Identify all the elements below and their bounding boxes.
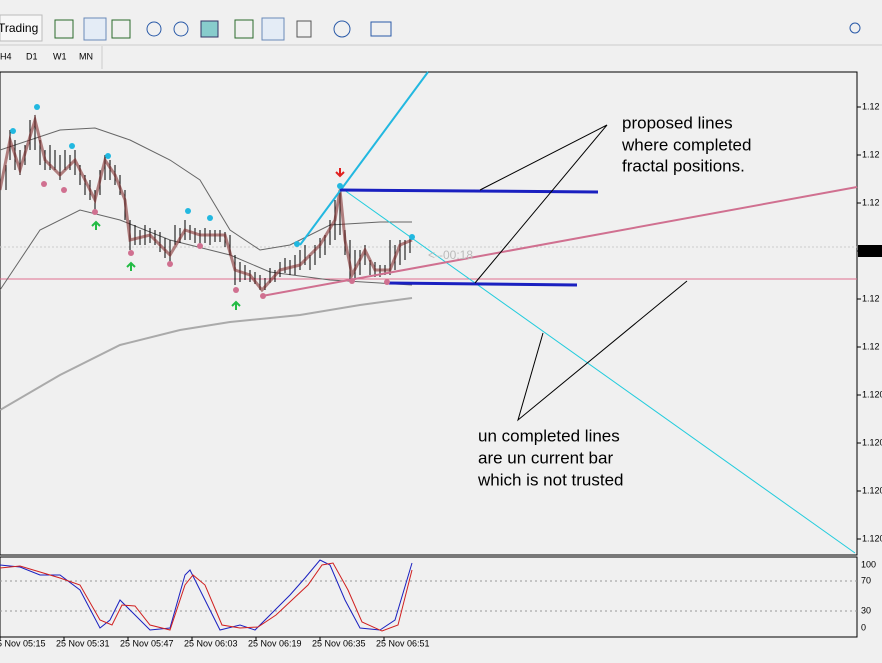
timeframe[interactable]: MN — [79, 51, 93, 61]
stochastic-signal — [0, 562, 413, 632]
search-button[interactable] — [849, 22, 861, 34]
annotation: fractal positions. — [622, 156, 745, 175]
timeframe[interactable]: H4 — [0, 51, 12, 61]
time-label: 25 Nov 05:15 — [0, 638, 46, 648]
pointer — [517, 280, 688, 422]
osc-label: 70 — [861, 575, 871, 585]
fractal-dot — [233, 287, 239, 293]
indicator-button[interactable] — [296, 20, 312, 38]
timeframe[interactable]: W1 — [53, 51, 67, 61]
fractal-dot — [294, 241, 300, 247]
period-button[interactable] — [333, 20, 351, 38]
annotation: proposed lines — [622, 113, 733, 132]
toolbar-icons — [54, 17, 861, 41]
tool-button[interactable] — [54, 19, 74, 39]
price-label: 1.120 — [862, 437, 882, 447]
fractal-dot — [69, 143, 75, 149]
profile-label: Trading — [0, 21, 38, 35]
price-label: 1.12 — [862, 149, 880, 159]
price-chart — [0, 71, 858, 556]
osc-label: 100 — [861, 559, 876, 569]
price-label: 1.120 — [862, 485, 882, 495]
price-label: 1.12 — [862, 341, 880, 351]
zoom-out[interactable] — [173, 21, 189, 37]
annotation-pointers — [474, 124, 688, 422]
fractal-dot — [337, 183, 343, 189]
oscillator-panel — [0, 556, 858, 638]
tool-button[interactable] — [261, 17, 285, 41]
price-label: 1.12 — [862, 197, 880, 207]
arrow — [91, 220, 101, 230]
fractal-dot — [10, 128, 16, 134]
tool-button[interactable] — [83, 17, 107, 41]
time-label: 25 Nov 06:51 — [376, 638, 430, 648]
fractal-dot — [92, 209, 98, 215]
fractal-dot — [105, 153, 111, 159]
tile-button[interactable] — [200, 20, 219, 38]
down-fractals — [41, 181, 390, 299]
pointer — [474, 124, 608, 284]
proposed-line — [339, 188, 599, 194]
envelope-upper — [0, 127, 412, 251]
fractal-dot — [41, 181, 47, 187]
osc-label: 30 — [861, 605, 871, 615]
sell-arrow — [335, 168, 345, 178]
price-label: 1.12 — [862, 293, 880, 303]
fractal-dot — [260, 293, 266, 299]
time-label: 25 Nov 06:19 — [248, 638, 302, 648]
time-label: 25 Nov 06:03 — [184, 638, 238, 648]
time-label: 25 Nov 06:35 — [312, 638, 366, 648]
annotation: are un current bar — [478, 448, 613, 467]
zoom-in[interactable] — [146, 21, 162, 37]
fractal-dot — [409, 234, 415, 240]
fractal-dot — [185, 208, 191, 214]
bar-countdown: <--00:18 — [428, 248, 473, 262]
stochastic-main — [0, 559, 413, 631]
arrow — [126, 261, 136, 271]
fractal-dot — [34, 104, 40, 110]
osc-label: 0 — [861, 622, 866, 632]
fractal-dot — [349, 278, 355, 284]
moving-average — [0, 297, 413, 411]
tool-button[interactable] — [111, 19, 131, 39]
time-axis: 25 Nov 05:15 25 Nov 05:31 25 Nov 05:47 25 N… — [0, 637, 430, 648]
price-label: 1.120 — [862, 533, 882, 543]
time-label: 25 Nov 05:31 — [56, 638, 110, 648]
template-button[interactable] — [370, 21, 392, 37]
price-label: 1.12 — [862, 101, 880, 111]
profile-button[interactable] — [0, 14, 43, 42]
fractal-dot — [197, 243, 203, 249]
time-label: 25 Nov 05:47 — [120, 638, 174, 648]
price-label: 1.12 — [862, 245, 880, 255]
tool-button[interactable] — [234, 19, 254, 39]
proposed-line — [386, 281, 578, 287]
fractal-dot — [61, 187, 67, 193]
buy-arrows — [91, 220, 241, 310]
timeframe[interactable]: D1 — [26, 51, 38, 61]
arrow — [231, 300, 241, 310]
price-axis: 1.12 1.12 1.12 1.12 1.12 1.12 1.120 1.120 1.120 1… — [857, 101, 882, 543]
fractal-dot — [167, 261, 173, 267]
price-label: 1.120 — [862, 389, 882, 399]
fractal-dot — [128, 250, 134, 256]
fractal-dot — [384, 279, 390, 285]
fractal-dot — [207, 215, 213, 221]
current-price-box — [858, 245, 882, 257]
toolbar — [0, 0, 882, 45]
fractal-projection — [339, 186, 856, 554]
annotation: where completed — [621, 135, 751, 154]
upper-fractal-line — [299, 71, 429, 246]
up-fractals — [10, 104, 415, 247]
candle-bodies — [0, 114, 413, 293]
lower-fractal-line — [261, 186, 858, 297]
annotation: un completed lines — [478, 426, 620, 445]
annotation: which is not trusted — [477, 470, 624, 489]
